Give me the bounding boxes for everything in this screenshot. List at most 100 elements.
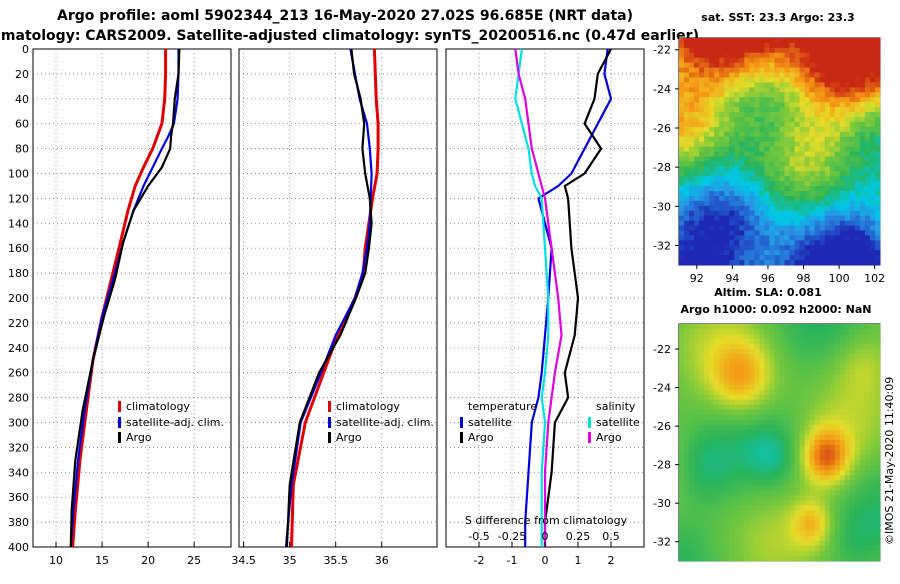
sst-cell [729,116,735,123]
sst-cell [684,141,690,147]
sst-cell [694,121,700,128]
sla-cell [839,369,846,375]
sla-cell [734,404,740,411]
sla-cell [769,329,775,335]
sst-cell [804,121,811,128]
sst-cell [734,38,740,44]
sst-cell [874,250,881,256]
sst-cell [854,166,861,172]
sst-map-y-ticks: -22-24-26-28-30-32 [653,44,679,252]
sst-cell [744,190,750,197]
sla-cell [714,500,720,506]
sst-cell [849,38,856,44]
sla-cell [684,510,690,517]
sla-cell [719,329,725,335]
sla-cell [774,419,780,426]
sla-cell [774,510,780,517]
sst-cell [719,260,725,266]
sla-cell [844,354,851,360]
sst-cell [734,47,740,54]
sst-cell [824,57,831,64]
sla-cell [849,515,856,522]
sla-cell [864,490,871,496]
sla-cell [679,359,685,365]
y-tick-label: 20 [15,68,29,81]
sst-cell [814,171,821,177]
sst-cell [764,215,770,221]
y-tick-label: 400 [8,541,29,554]
sst-cell [859,215,866,221]
sst-cell [804,38,811,44]
sla-cell [804,515,811,522]
sla-cell [864,550,871,557]
sst-cell [829,42,836,49]
sst-cell [869,116,876,123]
sst-cell [774,205,780,212]
sst-cell [714,230,720,236]
sla-cell [819,374,826,380]
sla-cell [699,445,705,451]
sla-cell [679,404,685,411]
sla-cell [679,334,685,340]
sst-cell [859,176,866,182]
sla-cell [714,369,720,375]
sla-cell [824,455,831,461]
sla-cell [734,374,740,380]
sst-cell [719,230,725,236]
sst-cell [694,136,700,143]
series-line-argo [69,48,181,548]
sla-cell [779,510,785,517]
sla-cell [814,374,821,380]
legend-swatch-argo [328,432,331,443]
sla-cell [759,344,765,350]
sst-cell [779,225,785,231]
sst-cell [754,102,760,108]
x-tick-label: 34.5 [231,554,256,567]
sla-cell [719,379,725,385]
sla-cell [724,359,730,365]
sst-cell [869,200,876,207]
sla-cell [689,510,695,517]
sla-cell [859,525,866,532]
sla-cell [734,465,740,471]
sla-cell [849,354,856,360]
y-tick-label: 80 [15,143,29,156]
sst-cell [839,195,846,202]
sst-cell [784,121,790,128]
sla-cell [694,399,700,406]
sla-cell [739,550,745,557]
sst-cell [804,230,811,236]
sst-cell [844,190,851,197]
sst-cell [704,42,710,49]
salinity-x-ticks: 34.5 35 35.5 36 [231,542,389,567]
s-difference-tick-label: 0 [542,530,549,543]
sla-cell [819,394,826,401]
sla-cell [819,334,826,340]
sst-cell [724,215,730,221]
sla-cell [769,460,775,466]
sst-cell [684,235,690,241]
sla-cell [779,460,785,466]
sst-cell [854,131,861,138]
sla-cell [729,445,735,451]
sst-cell [819,62,826,68]
sst-cell [709,245,715,251]
sla-cell [699,490,705,496]
sla-cell [864,470,871,476]
sla-cell [834,339,841,345]
sla-cell [874,465,881,471]
sla-cell [844,460,851,466]
sst-cell [834,112,841,118]
sla-cell [709,419,715,426]
sla-cell [684,475,690,481]
sla-cell [744,555,750,562]
sst-cell [779,200,785,207]
sst-cell [874,151,881,157]
sla-cell [719,465,725,471]
sla-cell [824,424,831,431]
sst-cell [819,92,826,98]
sst-cell [734,181,740,187]
sla-cell [704,450,710,456]
sst-cell [769,255,775,261]
sla-cell [679,490,685,496]
